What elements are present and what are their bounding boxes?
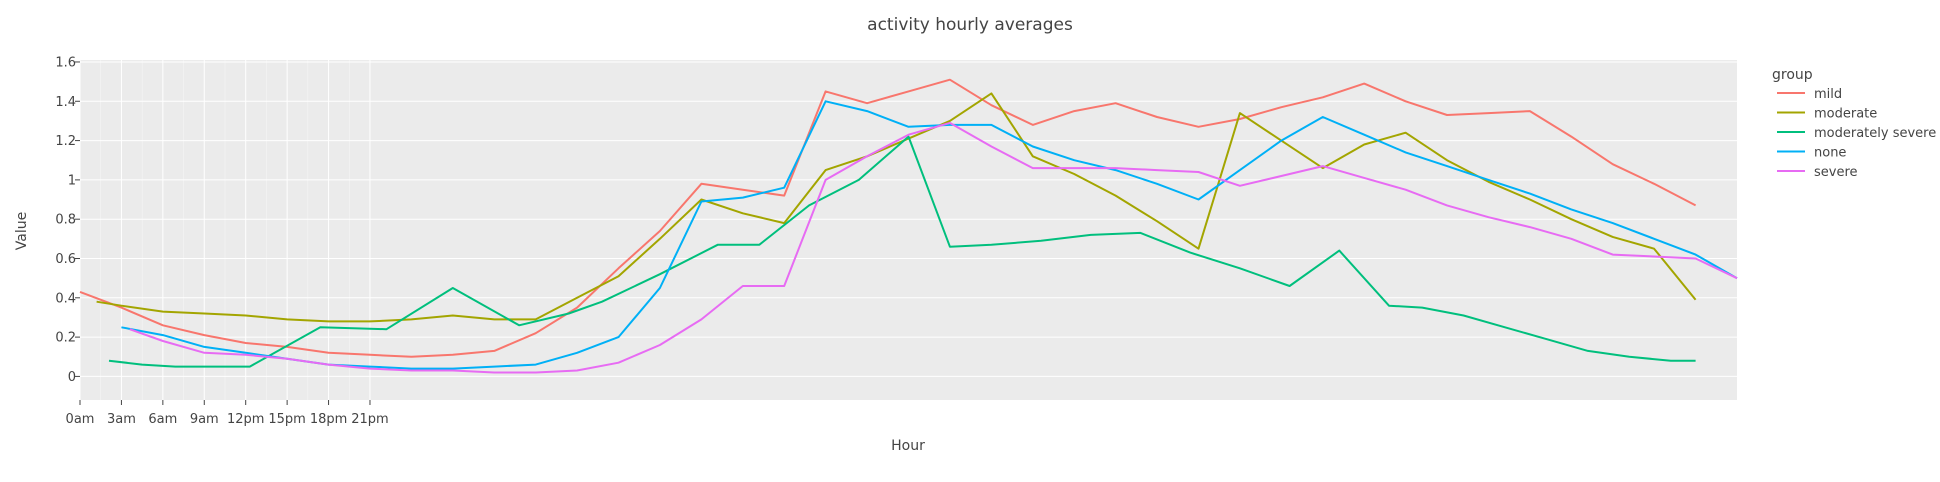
legend-label: severe: [1814, 165, 1858, 180]
series-group: [79, 78, 1738, 374]
legend-label: moderate: [1814, 107, 1877, 122]
y-axis-title: Value: [14, 212, 30, 250]
y-tick-label: 1.4: [55, 95, 76, 110]
x-axis-title: Hour: [891, 438, 925, 454]
y-tick-label: 1.6: [55, 55, 76, 70]
x-tick-label: 3am: [107, 412, 136, 427]
y-tick-label: 1: [68, 173, 76, 188]
x-axis: 0am 3am 6am 9am 12pm 15pm 18pm 21pm: [66, 400, 389, 427]
y-tick-label: 1.2: [55, 134, 76, 149]
series-line-moderately-severe: [108, 135, 1696, 368]
y-tick-label: 0.4: [55, 291, 76, 306]
series-line-none: [121, 100, 1738, 370]
legend-label: mild: [1814, 87, 1842, 102]
legend-label: none: [1814, 146, 1846, 161]
y-tick-label: 0.2: [55, 331, 76, 346]
y-tick-label: 0: [68, 370, 76, 385]
y-axis: 0 0.2 0.4 0.6 0.8 1 1.2 1.4 1.6: [55, 55, 80, 385]
x-tick-label: 21pm: [351, 412, 388, 427]
legend-title: group: [1772, 67, 1813, 83]
legend-label: moderately severe: [1814, 126, 1936, 141]
x-tick-label: 12pm: [227, 412, 264, 427]
x-tick-label: 9am: [190, 412, 219, 427]
x-tick-label: 18pm: [310, 412, 347, 427]
y-tick-label: 0.6: [55, 252, 76, 267]
chart-title: activity hourly averages: [867, 15, 1073, 35]
x-tick-label: 6am: [148, 412, 177, 427]
x-tick-label: 0am: [66, 412, 95, 427]
grid: [79, 60, 1737, 400]
y-tick-label: 0.8: [55, 213, 76, 228]
plot-background: [80, 60, 1737, 400]
series-line-severe: [129, 121, 1738, 374]
legend: group mild moderate moderately severe none s…: [1772, 67, 1936, 180]
series-line-moderate: [96, 92, 1697, 323]
series-line-mild: [79, 78, 1697, 358]
x-tick-label: 15pm: [268, 412, 305, 427]
